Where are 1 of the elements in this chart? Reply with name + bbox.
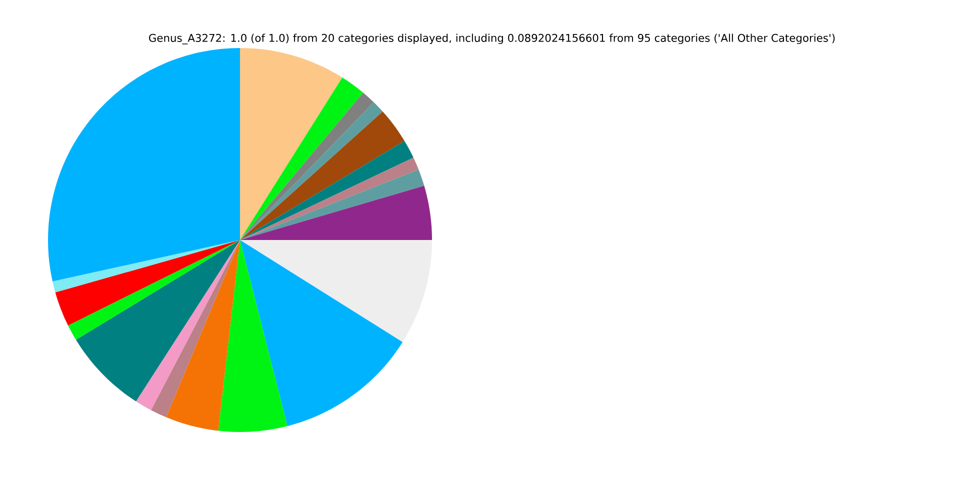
text: Genus_A3272: 1.0 (of 1.0) from 20 categories displayed, including 0.0892024156601 from 95 categories ('All Other Categories') xyxy=(149,34,835,44)
